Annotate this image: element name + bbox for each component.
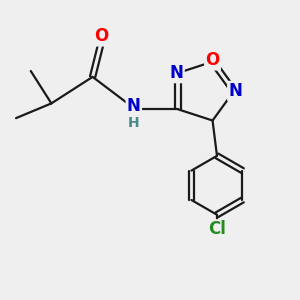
Text: N: N <box>127 97 141 115</box>
Text: Cl: Cl <box>208 220 226 238</box>
Text: N: N <box>169 64 184 82</box>
Text: N: N <box>229 82 242 100</box>
Text: O: O <box>206 51 220 69</box>
Text: H: H <box>128 116 140 130</box>
Text: O: O <box>94 27 109 45</box>
